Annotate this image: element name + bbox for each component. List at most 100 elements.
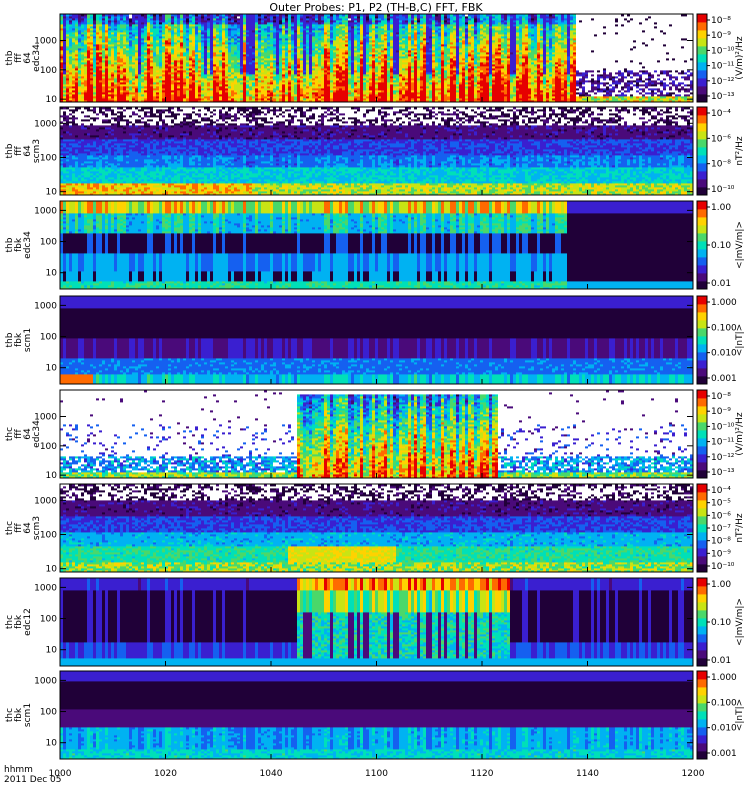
cell — [312, 84, 316, 87]
cell — [120, 50, 124, 57]
cell — [84, 32, 88, 35]
cell — [270, 26, 274, 29]
cell — [315, 14, 319, 19]
cell — [114, 84, 118, 89]
cell — [198, 70, 202, 73]
cell — [234, 84, 238, 91]
cell — [267, 94, 271, 97]
cell — [162, 22, 166, 25]
cell — [291, 60, 295, 65]
cell — [300, 14, 304, 17]
cell — [123, 72, 127, 75]
cell — [201, 32, 205, 35]
cell — [576, 14, 580, 71]
cell — [378, 44, 382, 49]
cell — [573, 60, 577, 65]
cell — [387, 76, 391, 83]
cell — [294, 30, 298, 33]
cell — [327, 80, 331, 85]
cell — [231, 82, 235, 91]
cell — [570, 16, 574, 21]
cell — [387, 20, 391, 23]
cell — [267, 90, 271, 93]
cell — [84, 66, 88, 75]
cell — [492, 84, 496, 103]
cell — [90, 38, 94, 41]
cell — [276, 92, 280, 95]
cell — [192, 82, 196, 103]
cell — [291, 40, 295, 45]
cell — [309, 82, 313, 85]
cell — [264, 60, 268, 63]
cell — [147, 40, 151, 45]
cell — [390, 66, 394, 69]
cell — [423, 28, 427, 33]
cell — [327, 36, 331, 39]
cell — [267, 50, 271, 57]
cell — [144, 48, 148, 51]
cell — [183, 72, 187, 77]
cell — [504, 86, 508, 95]
cell — [75, 68, 79, 71]
cell — [363, 100, 367, 103]
cell — [156, 78, 160, 83]
cell — [378, 24, 382, 27]
cell — [177, 30, 181, 33]
cell — [396, 16, 400, 19]
cell — [522, 66, 526, 75]
cell — [570, 68, 574, 73]
cell — [315, 98, 319, 103]
cell — [375, 72, 379, 75]
cell — [555, 76, 559, 103]
cell — [375, 14, 379, 17]
cell — [237, 60, 241, 63]
cell — [336, 68, 340, 71]
cell — [558, 68, 562, 73]
cell — [177, 72, 181, 75]
cell — [363, 14, 367, 37]
cell — [360, 26, 364, 35]
cell — [237, 62, 241, 65]
cell — [231, 46, 235, 55]
cell — [75, 50, 79, 53]
cell — [447, 64, 451, 69]
cell — [114, 24, 118, 27]
cell — [114, 72, 118, 75]
cell — [270, 100, 274, 103]
cell — [222, 28, 226, 31]
cell — [141, 72, 145, 75]
cell — [237, 22, 241, 25]
cell — [141, 38, 145, 41]
cell — [102, 46, 106, 49]
cell — [291, 64, 295, 67]
cell — [333, 70, 337, 73]
cell — [306, 24, 310, 27]
cell — [576, 96, 580, 103]
cell — [666, 76, 670, 85]
cell — [240, 94, 244, 99]
cell — [192, 24, 196, 27]
cell — [447, 44, 451, 49]
cell — [540, 72, 544, 77]
cell — [147, 36, 151, 41]
cell — [312, 70, 316, 73]
cell — [294, 52, 298, 55]
cell — [348, 70, 352, 73]
cell — [138, 64, 142, 75]
cell — [336, 70, 340, 79]
cell — [261, 40, 265, 43]
cell — [123, 28, 127, 31]
cell — [201, 16, 205, 19]
cell — [204, 20, 208, 23]
cell — [264, 50, 268, 53]
cell — [81, 60, 85, 63]
cell — [306, 18, 310, 21]
cell — [594, 86, 598, 91]
cell — [144, 74, 148, 77]
cell — [297, 80, 301, 83]
cell — [123, 16, 127, 19]
cell — [372, 58, 376, 61]
cell — [294, 48, 298, 53]
cell — [264, 74, 268, 77]
cell — [510, 82, 514, 89]
